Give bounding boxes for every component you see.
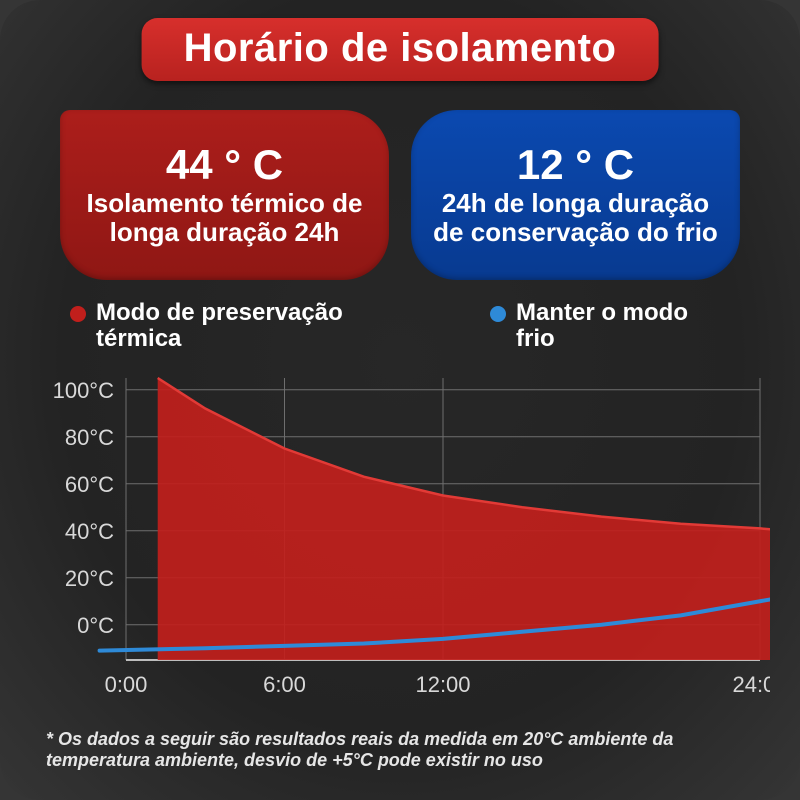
chart-svg: 0°C 20°C 40°C 60°C 80°C 100°C 0:00 6:00 12:00 24:…: [40, 370, 770, 700]
legend-cold-label: Manter o modo frio: [516, 300, 730, 353]
legend-hot-label: Modo de preservação térmica: [96, 300, 430, 353]
svg-text:80°C: 80°C: [65, 425, 114, 450]
svg-text:40°C: 40°C: [65, 519, 114, 544]
svg-text:0:00: 0:00: [105, 672, 148, 697]
svg-text:100°C: 100°C: [53, 378, 115, 403]
cold-temp: 12 ° C: [517, 143, 634, 187]
page-title: Horário de isolamento: [142, 18, 659, 81]
cold-desc: 24h de longa duração de conservação do f…: [425, 189, 726, 247]
svg-text:20°C: 20°C: [65, 566, 114, 591]
svg-text:60°C: 60°C: [65, 472, 114, 497]
svg-text:0°C: 0°C: [77, 613, 114, 638]
legend-hot: Modo de preservação térmica: [70, 300, 430, 353]
chart: 0°C 20°C 40°C 60°C 80°C 100°C 0:00 6:00 12:00 24:…: [40, 370, 770, 700]
badges-row: 44 ° C Isolamento térmico de longa duraç…: [0, 110, 800, 280]
svg-text:12:00: 12:00: [415, 672, 470, 697]
infographic-frame: Horário de isolamento 44 ° C Isolamento …: [0, 0, 800, 800]
legend: Modo de preservação térmica Manter o mod…: [0, 300, 800, 353]
legend-hot-dot: [70, 306, 86, 322]
cold-badge: 12 ° C 24h de longa duração de conservaç…: [411, 110, 740, 280]
svg-text:24:00: 24:00: [732, 672, 770, 697]
svg-text:6:00: 6:00: [263, 672, 306, 697]
hot-badge: 44 ° C Isolamento térmico de longa duraç…: [60, 110, 389, 280]
hot-temp: 44 ° C: [166, 143, 283, 187]
legend-cold-dot: [490, 306, 506, 322]
hot-desc: Isolamento térmico de longa duração 24h: [74, 189, 375, 247]
footnote: * Os dados a seguir são resultados reais…: [46, 729, 754, 772]
legend-cold: Manter o modo frio: [490, 300, 730, 353]
